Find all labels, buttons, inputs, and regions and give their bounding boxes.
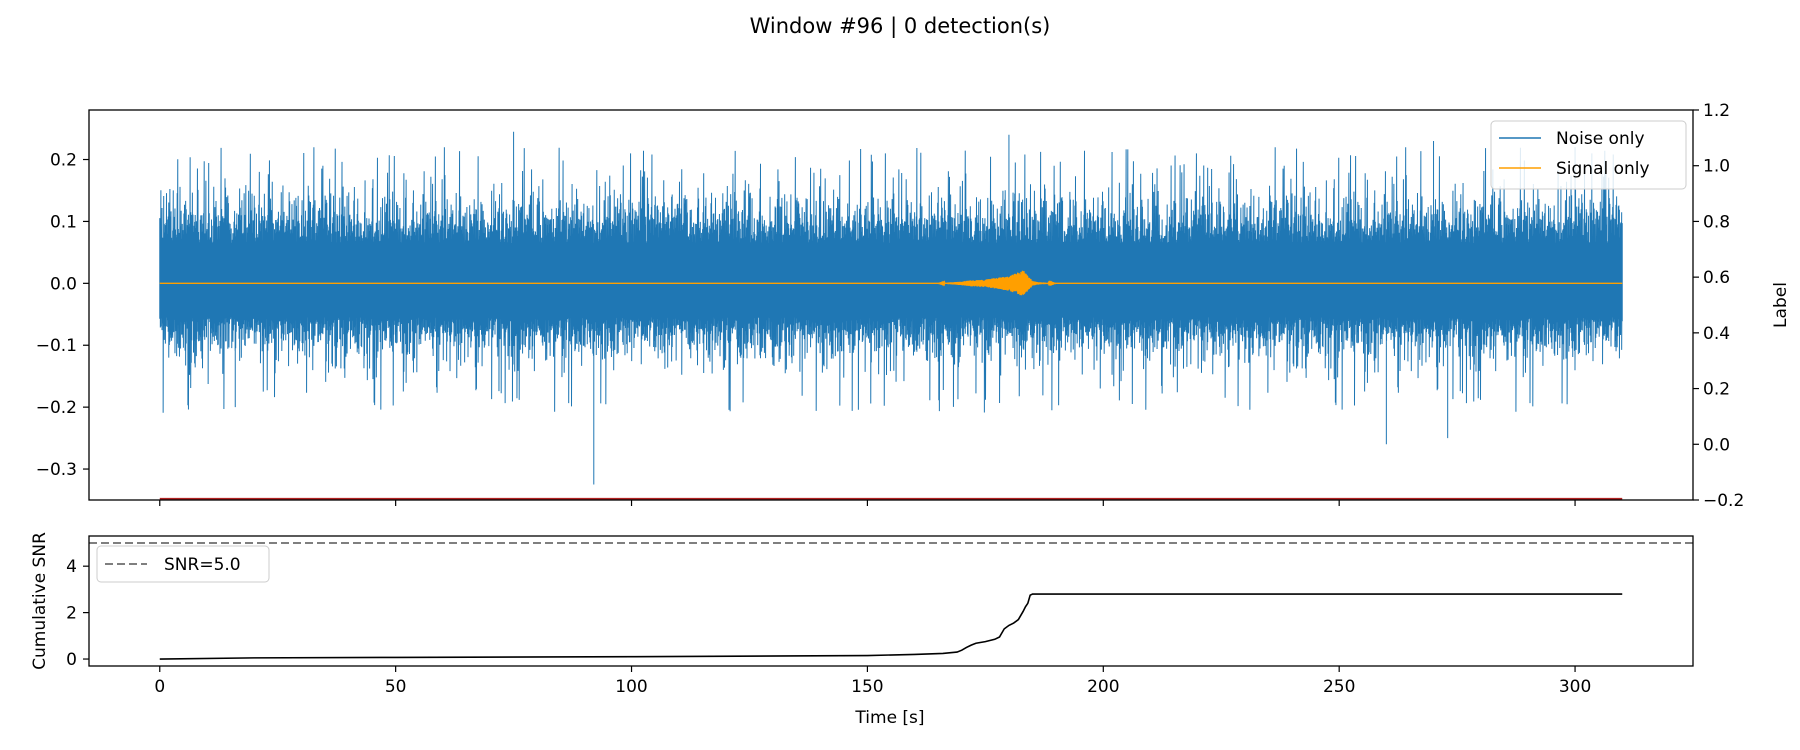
- x-tick-label: 50: [385, 677, 407, 697]
- legend-box: [96, 545, 270, 583]
- y-tick-label: 2: [66, 604, 77, 624]
- x-tick-label: 0: [154, 677, 165, 697]
- right-axis-label: Label: [1771, 282, 1791, 328]
- y-tick-label: 0.1: [50, 212, 77, 232]
- y2-tick-label: 1.2: [1703, 101, 1730, 121]
- x-tick-label: 250: [1323, 677, 1355, 697]
- snr-axes: 0 2 4 0 50 100 150 200 250 300: [66, 557, 1591, 697]
- y2-tick-label: −0.2: [1703, 491, 1744, 511]
- snr-axes-frame: [88, 535, 1694, 667]
- legend-noise-label: Noise only: [1556, 129, 1645, 149]
- y-tick-label: −0.3: [36, 460, 77, 480]
- snr-plot-area: [89, 541, 1693, 660]
- y-tick-label: 0.0: [50, 274, 77, 294]
- y-tick-label: 4: [66, 557, 77, 577]
- waveform-axes-frame: [88, 109, 1694, 501]
- y-tick-label: −0.1: [36, 336, 77, 356]
- legend-signal-label: Signal only: [1556, 159, 1650, 179]
- y-tick-label: 0.2: [50, 151, 77, 171]
- x-tick-label: 300: [1559, 677, 1591, 697]
- waveform-plot-area: [159, 131, 1623, 500]
- x-axis-label: Time [s]: [854, 708, 924, 728]
- figure-title: Window #96 | 0 detection(s): [750, 14, 1051, 39]
- x-tick-label: 100: [615, 677, 647, 697]
- y2-tick-label: 0.0: [1703, 435, 1730, 455]
- y2-tick-label: 1.0: [1703, 157, 1730, 177]
- cumulative-snr-series: [159, 593, 1623, 660]
- y2-tick-label: 0.4: [1703, 324, 1730, 344]
- snr-legend: SNR=5.0: [96, 545, 270, 583]
- y2-tick-label: 0.8: [1703, 212, 1730, 232]
- x-tick-label: 200: [1087, 677, 1119, 697]
- noise-only-series: [159, 131, 1623, 485]
- waveform-axes: −0.3 −0.2 −0.1 0.0 0.1 0.2 −0.2 0.0 0.2 0.4 0.6 0.8…: [36, 101, 1745, 511]
- x-tick-label: 150: [851, 677, 883, 697]
- y-axis-label-snr: Cumulative SNR: [30, 532, 50, 670]
- waveform-legend: Noise only Signal only: [1490, 120, 1687, 190]
- y2-tick-label: 0.2: [1703, 380, 1730, 400]
- y-tick-label: −0.2: [36, 398, 77, 418]
- legend-threshold-label: SNR=5.0: [164, 555, 241, 575]
- snr-panel: 0 2 4 0 50 100 150 200 250 300 Cumulative SNR Tim…: [30, 532, 1694, 728]
- y-tick-label: 0: [66, 650, 77, 670]
- signal-only-series: [159, 270, 1623, 296]
- y2-tick-label: 0.6: [1703, 268, 1730, 288]
- waveform-panel: −0.3 −0.2 −0.1 0.0 0.1 0.2 −0.2 0.0 0.2 0.4 0.6 0.8…: [36, 101, 1791, 511]
